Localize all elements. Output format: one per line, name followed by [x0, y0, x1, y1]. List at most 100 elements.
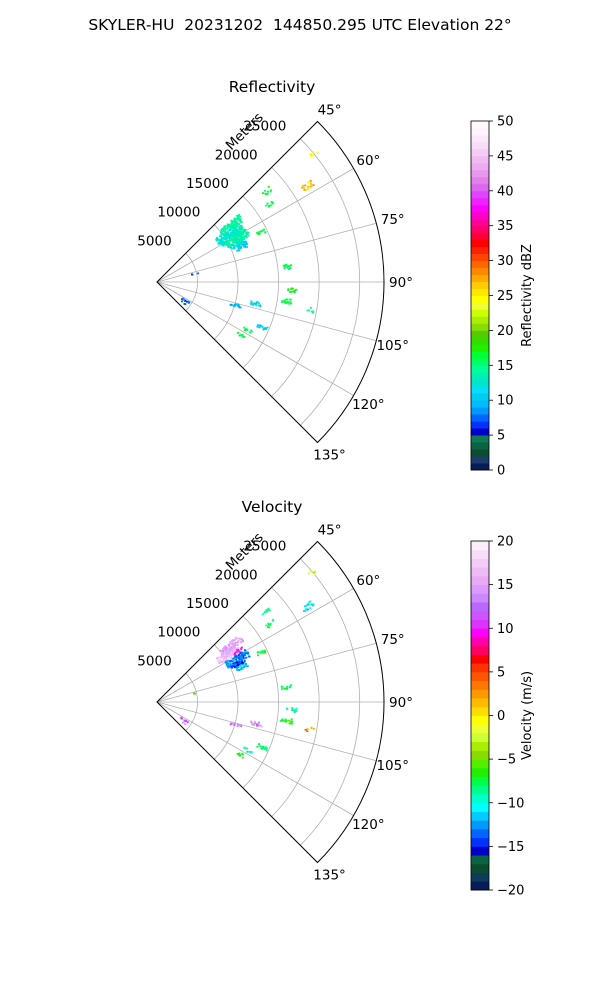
echo-gate: [243, 659, 246, 662]
echo-gate: [283, 687, 286, 690]
echo-gate: [236, 644, 239, 646]
echo-gate: [229, 227, 232, 229]
echo-gate: [240, 241, 243, 244]
echo-gate: [267, 186, 270, 188]
echo-gate: [221, 227, 224, 230]
echo-gate: [219, 240, 222, 243]
azimuth-spoke-1: [156, 588, 354, 703]
echo-gate: [215, 238, 218, 240]
echo-gate: [244, 228, 247, 231]
colorbar-segment: [471, 155, 489, 164]
echo-gate: [220, 239, 223, 241]
echo-gate: [263, 651, 266, 654]
colorbar-segment: [471, 288, 489, 296]
echo-gate: [230, 303, 232, 306]
echo-gate: [244, 665, 247, 668]
echo-gate: [233, 228, 236, 231]
echo-gate: [223, 227, 226, 229]
echo-gate: [234, 239, 237, 242]
echo-gate: [236, 753, 239, 755]
echo-gate: [219, 235, 222, 238]
echo-gate: [238, 214, 240, 216]
echo-gate: [234, 649, 237, 651]
echo-gate: [223, 660, 225, 663]
echo-gate: [307, 309, 310, 312]
echo-gate: [231, 647, 234, 650]
colorbar-segment: [471, 274, 489, 282]
echo-gate: [246, 750, 249, 753]
echo-gate: [186, 721, 189, 724]
azimuth-tick-label: 120°: [352, 817, 385, 833]
colorbar-segment: [471, 386, 489, 394]
echo-gate: [226, 230, 229, 233]
echo-gate: [287, 265, 290, 267]
colorbar-segment: [471, 785, 489, 795]
echo-gate: [261, 747, 264, 750]
echo-cluster-14: [249, 300, 262, 308]
echo-cluster-19: [306, 306, 315, 314]
echo-gate: [233, 219, 236, 222]
azimuth-tick-label: 105°: [376, 338, 409, 354]
echo-gate: [242, 655, 245, 657]
echo-gate: [236, 650, 239, 653]
figure-title: SKYLER-HU 20231202 144850.295 UTC Elevat…: [88, 16, 512, 34]
echo-gate: [293, 711, 296, 713]
colorbar-segment: [471, 316, 489, 324]
echo-gate: [266, 190, 269, 193]
echo-gate: [232, 237, 235, 240]
echo-gate: [280, 686, 283, 689]
echo-gate: [265, 749, 268, 752]
echo-gate: [233, 645, 236, 648]
echo-gate: [285, 301, 288, 304]
colorbar-segment: [471, 541, 489, 551]
echo-gate: [283, 300, 286, 303]
echo-gate: [240, 648, 243, 651]
echo-gate: [239, 228, 242, 230]
echo-gate: [218, 656, 221, 658]
colorbar-segment: [471, 197, 489, 206]
echo-gate: [223, 655, 226, 658]
echo-gate: [227, 246, 230, 248]
echo-gate: [226, 653, 229, 656]
echo-gate: [235, 244, 238, 246]
echo-gate: [230, 233, 233, 236]
echo-gate: [232, 662, 235, 665]
echo-gate: [244, 243, 247, 246]
echo-gate: [224, 233, 227, 236]
echo-gate: [261, 229, 264, 232]
echo-gate: [239, 238, 242, 240]
echo-gate: [312, 311, 315, 314]
echo-gate: [241, 667, 244, 670]
echo-gate: [222, 236, 225, 239]
echo-gate: [234, 650, 237, 653]
echo-gate: [223, 230, 226, 233]
echo-gate: [233, 305, 236, 308]
echo-gate: [231, 639, 234, 642]
echo-gate: [197, 272, 200, 275]
echo-cluster-13: [286, 707, 298, 713]
echo-gate: [269, 623, 272, 626]
colorbar-segment: [471, 162, 489, 171]
colorbar-tick-label: 0: [497, 464, 505, 479]
echo-gate: [243, 666, 246, 668]
echo-gate: [287, 288, 290, 291]
colorbar-segment: [471, 636, 489, 647]
echo-gate: [306, 730, 309, 733]
echo-gate: [229, 648, 232, 651]
echo-gate: [239, 652, 242, 655]
echo-gate: [234, 223, 237, 226]
echo-gate: [285, 720, 288, 722]
echo-gate: [250, 720, 253, 723]
echo-gate: [237, 303, 240, 306]
echo-gate: [229, 233, 232, 236]
echo-gate: [231, 659, 234, 661]
echo-gate: [293, 291, 296, 293]
echo-gate: [252, 303, 255, 305]
echo-gate: [290, 290, 293, 293]
echo-cluster-7: [261, 607, 271, 616]
colorbar-tick-label: 15: [497, 578, 514, 593]
echo-gate: [228, 229, 231, 231]
echo-gate: [235, 660, 238, 662]
echo-gate: [240, 659, 243, 662]
